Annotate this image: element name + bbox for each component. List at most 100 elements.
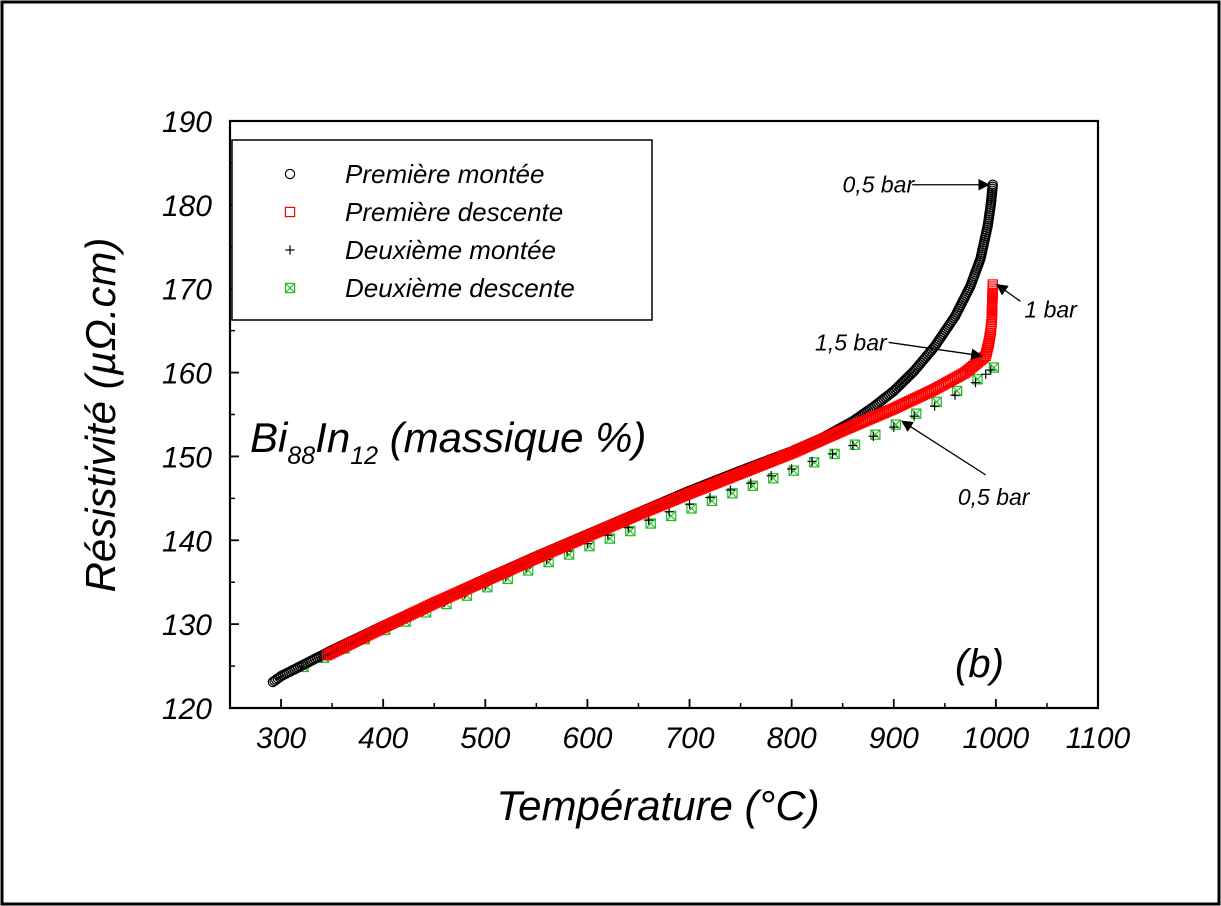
data-point	[625, 512, 636, 523]
data-point	[438, 593, 450, 605]
data-point	[725, 485, 735, 495]
data-point	[603, 521, 615, 533]
legend-entry-label: Première descente	[345, 197, 563, 227]
data-point	[537, 550, 548, 561]
data-point	[401, 611, 412, 622]
data-point	[466, 581, 477, 592]
data-point	[409, 607, 420, 618]
data-point	[474, 577, 485, 589]
data-point	[808, 438, 819, 449]
y-tick-label: 170	[162, 274, 212, 307]
data-point	[450, 588, 462, 599]
data-point	[535, 551, 546, 562]
annotation-label: 0,5 bar	[843, 172, 916, 198]
data-point	[499, 566, 511, 578]
data-point	[662, 496, 674, 508]
data-point	[615, 516, 626, 528]
data-point	[678, 490, 689, 501]
data-point	[525, 555, 536, 566]
y-tick-label: 150	[162, 441, 212, 474]
data-point	[472, 578, 483, 590]
data-point	[377, 622, 389, 633]
x-tick-label: 900	[869, 722, 919, 755]
data-point	[544, 546, 556, 558]
data-point	[800, 441, 811, 453]
data-point	[444, 591, 456, 602]
data-point	[666, 495, 678, 506]
data-point	[399, 612, 410, 623]
data-point	[766, 471, 776, 481]
data-point	[941, 323, 952, 335]
data-point	[868, 411, 880, 423]
data-point	[863, 414, 874, 425]
axis-ticks: 300 400 500 600 700 800 900 1000 1100 120 130 140 15…	[162, 106, 1131, 755]
data-point	[889, 422, 899, 432]
data-point	[436, 594, 448, 605]
data-point	[383, 619, 395, 630]
data-point	[570, 535, 581, 547]
data-point	[542, 547, 554, 559]
x-tick-label: 400	[358, 722, 408, 755]
data-point	[674, 492, 685, 503]
data-point	[633, 509, 644, 520]
data-point	[393, 614, 405, 626]
data-point	[631, 509, 642, 521]
data-point	[808, 457, 820, 468]
data-point	[533, 551, 544, 563]
data-point	[804, 440, 815, 451]
data-point	[558, 540, 570, 552]
data-point	[389, 616, 401, 628]
data-point	[468, 580, 479, 591]
data-point	[415, 604, 426, 615]
legend-marker	[284, 168, 296, 180]
data-point	[650, 501, 662, 513]
data-point	[859, 416, 870, 427]
annotations: 0,5 bar 1 bar 1,5 bar 0,5 bar	[815, 172, 1078, 510]
y-axis-label: Résistivité (µΩ.cm)	[77, 238, 124, 593]
data-point	[487, 571, 499, 583]
data-point	[489, 570, 501, 582]
data-point	[943, 320, 955, 331]
data-point	[680, 489, 691, 501]
data-point	[429, 597, 440, 609]
data-point	[868, 431, 878, 441]
data-point	[855, 417, 866, 429]
data-point	[405, 609, 416, 620]
data-point	[566, 537, 577, 549]
data-point	[497, 567, 509, 578]
data-point	[819, 433, 831, 444]
data-point	[845, 421, 856, 433]
data-point	[817, 433, 829, 445]
data-point	[644, 515, 654, 525]
data-point	[607, 519, 619, 531]
data-point	[866, 412, 878, 424]
data-point	[835, 426, 846, 437]
data-point	[878, 407, 890, 419]
data-point	[491, 570, 503, 581]
legend-marker	[284, 282, 296, 294]
data-point	[432, 596, 444, 607]
data-point	[806, 439, 817, 450]
data-point	[609, 519, 621, 530]
x-tick-label: 800	[767, 722, 817, 755]
data-point	[417, 603, 428, 614]
data-point	[861, 415, 872, 426]
data-point	[552, 543, 564, 554]
data-point	[864, 413, 876, 424]
data-point	[576, 533, 587, 544]
data-point	[849, 439, 861, 450]
legend-box	[231, 139, 653, 321]
data-point	[648, 502, 660, 514]
data-point	[937, 328, 949, 340]
data-point	[529, 553, 540, 564]
data-point	[464, 582, 475, 593]
data-point	[470, 579, 481, 591]
data-point	[643, 505, 654, 516]
data-point	[837, 425, 848, 436]
data-point	[970, 378, 981, 388]
data-point	[421, 601, 432, 613]
data-point	[599, 523, 611, 534]
data-point	[870, 410, 882, 422]
data-point	[531, 552, 542, 564]
data-point	[787, 464, 797, 474]
